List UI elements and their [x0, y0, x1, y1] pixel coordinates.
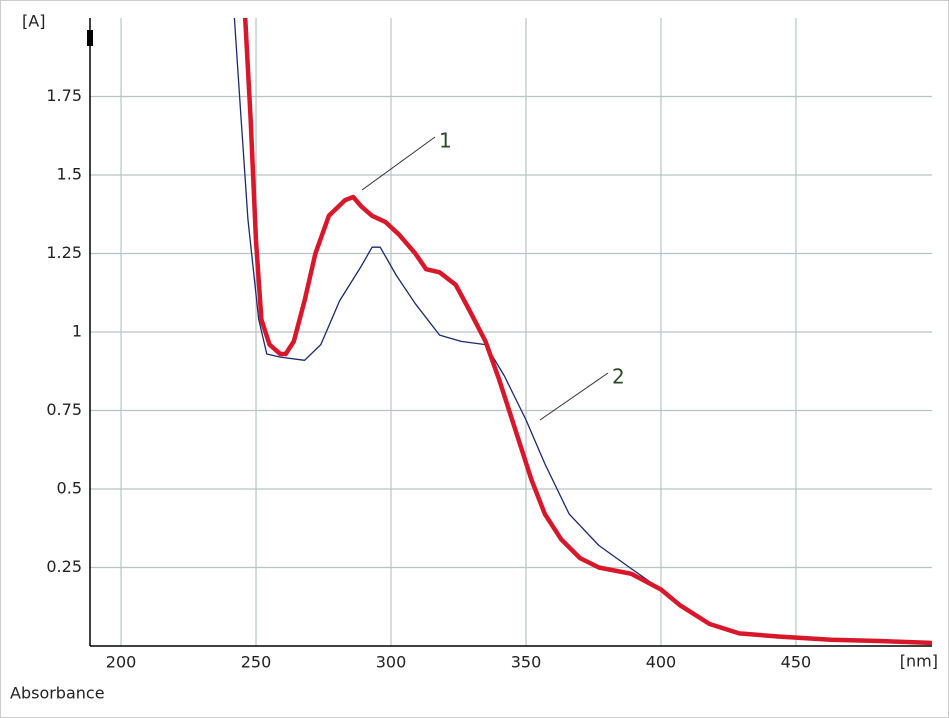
plot: [233, 18, 932, 646]
y-tick-label: 0.75: [46, 400, 82, 419]
y-tick-label: 1.75: [46, 86, 82, 105]
y-tick-label: 1: [72, 322, 82, 341]
y-tick-label: 1.25: [46, 243, 82, 262]
footer-label: Absorbance: [10, 684, 105, 703]
leader-line: [539, 372, 609, 421]
x-tick-label: 450: [781, 653, 812, 672]
x-tick-label: 350: [511, 653, 542, 672]
x-tick-label: 250: [241, 653, 272, 672]
leader-line: [361, 136, 436, 191]
y-tick-label: 0.25: [46, 557, 82, 576]
x-tick-label: 200: [106, 653, 137, 672]
y-tick-label: 1.5: [57, 165, 82, 184]
x-tick-label: 300: [376, 653, 407, 672]
annotation: 1: [439, 129, 452, 153]
spectrum-line: [242, 18, 932, 646]
x-tick-label: 400: [646, 653, 677, 672]
grid: [90, 18, 932, 646]
axis-marker: [87, 30, 93, 46]
annotation: 2: [612, 365, 625, 389]
x-axis-label: [nm]: [900, 652, 938, 671]
y-tick-label: 0.5: [57, 479, 82, 498]
y-axis-label: [A]: [22, 12, 45, 31]
